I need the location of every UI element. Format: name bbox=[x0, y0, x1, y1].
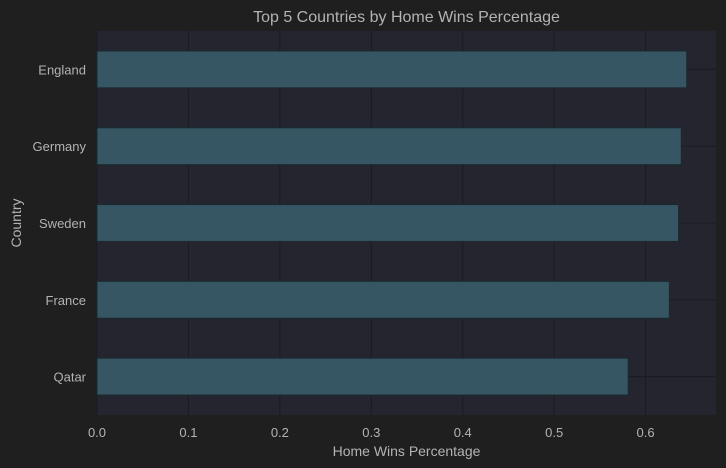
bars bbox=[96, 50, 688, 396]
x-tick-label-0: 0.0 bbox=[88, 425, 106, 440]
y-tick-label-sweden: Sweden bbox=[39, 216, 86, 231]
x-tick-label-1: 0.1 bbox=[179, 425, 197, 440]
x-axis-label: Home Wins Percentage bbox=[333, 443, 481, 459]
x-tick-label-3: 0.3 bbox=[362, 425, 380, 440]
y-tick-label-qatar: Qatar bbox=[53, 370, 86, 385]
bar-sweden bbox=[96, 204, 680, 242]
x-tick-label-4: 0.4 bbox=[454, 425, 472, 440]
x-tick-label-5: 0.5 bbox=[545, 425, 563, 440]
bar-germany bbox=[96, 127, 682, 166]
x-tick-label-6: 0.6 bbox=[637, 425, 655, 440]
x-tick-label-2: 0.2 bbox=[271, 425, 289, 440]
bar-qatar bbox=[96, 357, 629, 396]
y-tick-label-england: England bbox=[38, 62, 86, 77]
y-tick-label-germany: Germany bbox=[33, 139, 87, 154]
y-tick-label-france: France bbox=[46, 293, 86, 308]
bar-france bbox=[96, 280, 670, 319]
x-axis-ticks: 0.0 0.1 0.2 0.3 0.4 0.5 0.6 bbox=[88, 425, 655, 440]
y-axis-ticks: England Germany Sweden France Qatar bbox=[33, 62, 87, 384]
chart-title: Top 5 Countries by Home Wins Percentage bbox=[253, 9, 560, 26]
bar-england bbox=[96, 50, 688, 89]
y-axis-label: Country bbox=[8, 198, 24, 247]
